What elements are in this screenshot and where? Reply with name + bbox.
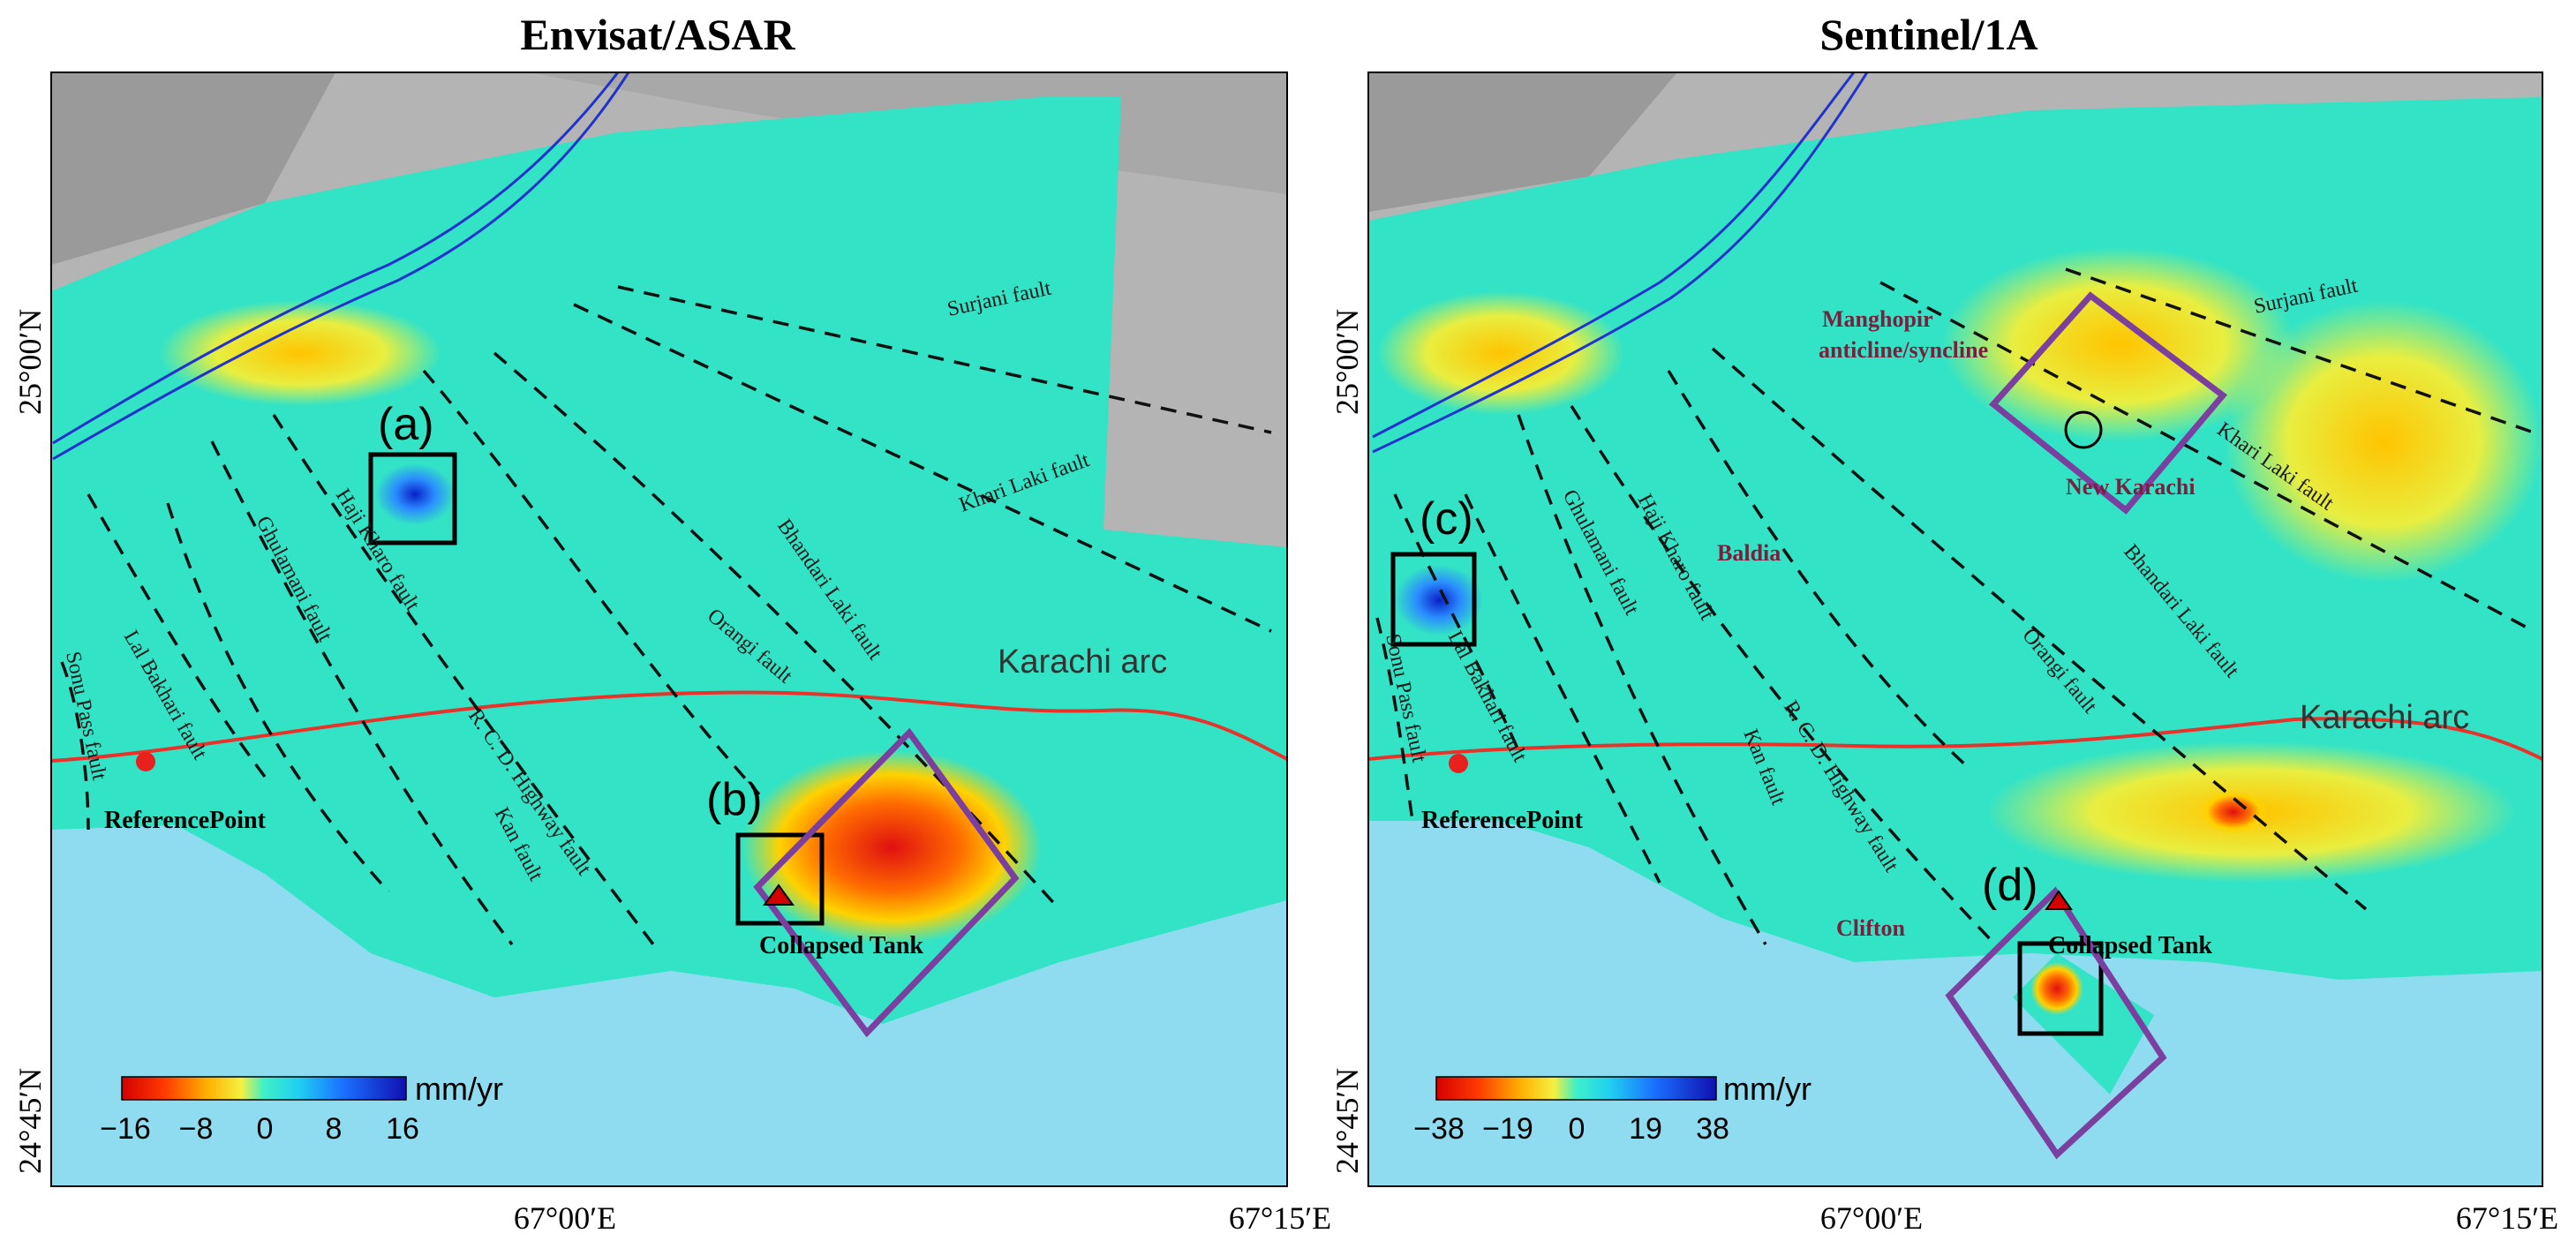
- river: [52, 72, 620, 445]
- deformation-subsidence-hotspot: [742, 750, 1042, 944]
- label-box-c: (c): [1420, 493, 1473, 545]
- label-manghopir: Manghopir: [1822, 306, 1933, 332]
- colorbar-envisat-tick: −8: [179, 1112, 214, 1146]
- colorbar-envisat-tick: 8: [326, 1112, 343, 1146]
- highway-road: [1368, 717, 2542, 761]
- lon-label-6700e: 67°00′E: [1820, 1200, 1923, 1236]
- colorbar-sentinel: mm/yr −38 −19 0 19 38: [1413, 1071, 1811, 1146]
- box-d: [2017, 941, 2104, 1036]
- box-c: [1390, 552, 1477, 647]
- collapsed-tank-area-box: [753, 727, 1020, 1038]
- colorbar-envisat-tick: 0: [257, 1112, 274, 1146]
- collapsed-tank-marker: [2045, 890, 2073, 910]
- colorbar-sentinel-unit: mm/yr: [1723, 1071, 1811, 1107]
- lon-label-6715e: 67°15′E: [2456, 1200, 2558, 1236]
- colorbar-sentinel-tick: 0: [1569, 1112, 1586, 1146]
- label-karachi-arc: Karachi arc: [2300, 699, 2469, 736]
- lon-label-6715e: 67°15′E: [1229, 1200, 1331, 1236]
- colorbar-envisat: mm/yr −16 −8 0 8 16: [100, 1071, 503, 1146]
- collapsed-tank-marker: [763, 884, 795, 906]
- fault-lines: [1375, 267, 2535, 946]
- deformation-subsidence-hotspot: [2030, 962, 2083, 1015]
- box-b: [735, 832, 825, 926]
- lat-label-25n: 25°00′N: [1329, 309, 1365, 415]
- reference-point-marker: [1449, 754, 1468, 773]
- colorbar-sentinel-tick: −38: [1413, 1112, 1465, 1146]
- colorbar-envisat-tick: −16: [100, 1112, 151, 1146]
- terrain-mountains: [1368, 72, 1677, 212]
- map-sentinel-frame: [1367, 71, 2543, 1187]
- label-karachi-arc: Karachi arc: [998, 643, 1167, 681]
- deformation-yellow-patch: [1942, 247, 2295, 441]
- label-box-a: (a): [378, 399, 434, 450]
- lat-label-2445n: 24°45′N: [1329, 1068, 1365, 1174]
- map-sentinel: [1368, 72, 2542, 1186]
- colorbar-envisat-unit: mm/yr: [415, 1071, 503, 1107]
- label-new-karachi: New Karachi: [2066, 474, 2196, 500]
- map-envisat: [51, 72, 1287, 1186]
- lat-label-25n: 25°00′N: [12, 309, 48, 415]
- colorbar-sentinel-tick: −19: [1482, 1112, 1533, 1146]
- deformation-yellow-patch: [2225, 300, 2542, 583]
- reference-point-marker: [136, 752, 155, 771]
- box-a: [368, 452, 457, 545]
- new-karachi-area-box: [1988, 291, 2228, 515]
- colorbar-envisat-tick: 16: [386, 1112, 419, 1146]
- map-envisat-frame: [50, 71, 1288, 1187]
- colorbar-sentinel-tick: 38: [1696, 1112, 1729, 1146]
- new-karachi-marker: [2064, 410, 2103, 449]
- panel-title-sentinel: Sentinel/1A: [1819, 10, 2038, 59]
- terrain-mountains: [51, 72, 335, 265]
- river-bank: [1372, 72, 1869, 454]
- river: [1372, 72, 1856, 439]
- deformation-uplift-patch: [1395, 565, 1483, 636]
- label-reference-point: ReferencePoint: [104, 807, 267, 834]
- label-anticline-syncline: anticline/syncline: [1819, 337, 1988, 363]
- deformation-yellow-patch: [159, 300, 441, 406]
- colorbar-sentinel-bar: [1435, 1076, 1717, 1101]
- label-reference-point: ReferencePoint: [1421, 807, 1584, 834]
- panel-title-envisat: Envisat/ASAR: [520, 10, 795, 59]
- label-baldia: Baldia: [1717, 540, 1781, 566]
- label-box-d: (d): [1982, 860, 2038, 911]
- deformation-yellow-patch: [1377, 291, 1624, 415]
- lon-label-6700e: 67°00′E: [514, 1200, 616, 1236]
- colorbar-sentinel-tick: 19: [1629, 1112, 1662, 1146]
- deformation-uplift-patch: [375, 463, 455, 525]
- fault-lines: [60, 285, 1272, 946]
- label-collapsed-tank: Collapsed Tank: [759, 932, 923, 959]
- colorbar-envisat-bar: [121, 1076, 407, 1101]
- label-collapsed-tank: Collapsed Tank: [2048, 932, 2212, 959]
- deformation-subsidence-hotspot: [2198, 790, 2269, 834]
- river-bank: [52, 72, 630, 461]
- label-box-b: (b): [706, 774, 763, 825]
- label-clifton: Clifton: [1836, 915, 1906, 941]
- collapsed-tank-area-box: [1945, 886, 2167, 1160]
- lat-label-2445n: 24°45′N: [12, 1068, 48, 1174]
